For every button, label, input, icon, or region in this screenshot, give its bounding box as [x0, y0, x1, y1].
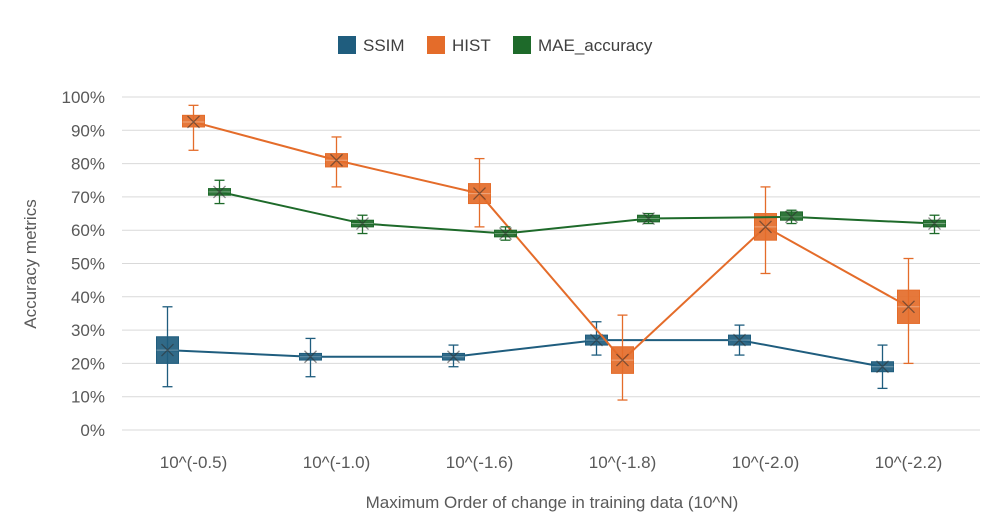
box-mae-accuracy-6: [923, 214, 946, 235]
box-ssim-1: [156, 306, 179, 388]
x-tick-label-4: 10^(-1.8): [589, 453, 657, 472]
box-hist-2: [325, 136, 348, 188]
mean-marker-mae-accuracy-4: [642, 212, 655, 226]
box-ssim-3: [442, 344, 465, 368]
mean-marker-mae-accuracy-3: [499, 227, 512, 240]
mean-marker-hist-1: [187, 115, 200, 129]
legend-swatch-hist: [427, 36, 445, 54]
series-mae-accuracy: [208, 179, 946, 241]
y-tick-label-30: 30%: [71, 321, 105, 340]
x-tick-label-1: 10^(-0.5): [160, 453, 228, 472]
series-layer: [156, 104, 946, 401]
x-tick-label-5: 10^(-2.0): [732, 453, 800, 472]
x-axis-ticks: 10^(-0.5) 10^(-1.0) 10^(-1.6) 10^(-1.8) 10^(…: [160, 453, 943, 472]
box-ssim-2: [299, 337, 322, 378]
y-tick-label-70: 70%: [71, 188, 105, 207]
y-tick-label-90: 90%: [71, 121, 105, 140]
mean-line-mae-accuracy: [219, 190, 935, 235]
mean-marker-hist-3: [473, 187, 486, 201]
y-tick-label-100: 100%: [62, 88, 105, 107]
y-tick-label-20: 20%: [71, 354, 105, 373]
legend: SSIM HIST MAE_accuracy: [338, 36, 653, 55]
box-ssim-5: [728, 324, 751, 356]
y-tick-label-50: 50%: [71, 255, 105, 274]
y-axis-title: Accuracy metrics: [21, 199, 40, 328]
mean-marker-mae-accuracy-1: [213, 185, 226, 199]
legend-label-ssim: SSIM: [363, 36, 405, 55]
box-ssim-6: [871, 344, 894, 390]
y-tick-label-0: 0%: [80, 421, 105, 440]
box-hist-1: [182, 104, 205, 151]
legend-label-mae-accuracy: MAE_accuracy: [538, 36, 653, 55]
mean-marker-ssim-3: [447, 350, 460, 364]
series-hist: [182, 104, 920, 401]
legend-swatch-mae-accuracy: [513, 36, 531, 54]
mean-marker-ssim-4: [590, 333, 603, 347]
mean-marker-hist-5: [759, 220, 772, 234]
mean-marker-hist-6: [902, 300, 915, 314]
box-hist-5: [754, 186, 777, 275]
gridlines: [122, 96, 980, 431]
box-hist-3: [468, 157, 491, 228]
y-tick-label-40: 40%: [71, 288, 105, 307]
legend-swatch-ssim: [338, 36, 356, 54]
x-tick-label-3: 10^(-1.6): [446, 453, 514, 472]
box-mae-accuracy-4: [637, 212, 660, 226]
legend-item-hist: HIST: [427, 36, 491, 55]
box-mae-accuracy-2: [351, 214, 374, 235]
mean-marker-mae-accuracy-5: [785, 210, 798, 224]
box-mae-accuracy-5: [780, 209, 803, 225]
mean-marker-ssim-1: [161, 343, 174, 357]
mean-marker-ssim-6: [876, 360, 889, 374]
box-hist-4: [611, 314, 634, 401]
x-tick-label-6: 10^(-2.2): [875, 453, 943, 472]
series-ssim: [156, 306, 894, 390]
mean-line-hist: [193, 121, 909, 362]
x-tick-label-2: 10^(-1.0): [303, 453, 371, 472]
mean-marker-mae-accuracy-6: [928, 217, 941, 230]
legend-label-hist: HIST: [452, 36, 491, 55]
box-mae-accuracy-3: [494, 226, 517, 241]
legend-item-ssim: SSIM: [338, 36, 405, 55]
y-axis-ticks: 0% 10% 20% 30% 40% 50% 60% 70% 80% 90% 100%: [62, 88, 105, 440]
x-axis-title: Maximum Order of change in training data…: [366, 493, 739, 512]
mean-marker-mae-accuracy-2: [356, 217, 369, 230]
y-tick-label-10: 10%: [71, 388, 105, 407]
box-ssim-4: [585, 321, 608, 356]
box-hist-6: [897, 257, 920, 365]
y-tick-label-60: 60%: [71, 221, 105, 240]
mean-marker-ssim-2: [304, 350, 317, 364]
box-mae-accuracy-1: [208, 179, 231, 205]
mean-marker-ssim-5: [733, 333, 746, 347]
mean-marker-hist-4: [616, 353, 629, 367]
y-tick-label-80: 80%: [71, 155, 105, 174]
mean-marker-hist-2: [330, 153, 343, 167]
mean-line-ssim: [167, 339, 883, 368]
legend-item-mae-accuracy: MAE_accuracy: [513, 36, 653, 55]
